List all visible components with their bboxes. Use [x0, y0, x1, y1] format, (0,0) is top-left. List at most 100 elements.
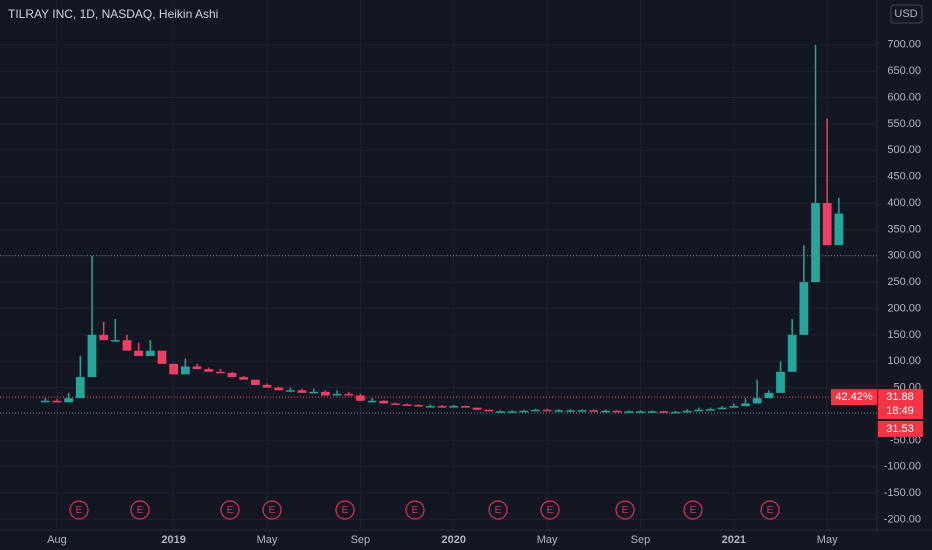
earnings-marker[interactable] [262, 500, 282, 520]
y-tick-label: 650.00 [887, 65, 921, 77]
candle-body [717, 407, 727, 410]
candle-body [169, 363, 179, 375]
earnings-label[interactable]: E [137, 505, 144, 516]
y-tick-label: -200.00 [884, 513, 921, 525]
earnings-label[interactable]: E [495, 505, 502, 516]
candle-body [75, 377, 85, 399]
candle-body [787, 334, 797, 372]
candle-body [811, 203, 820, 283]
y-tick-label: 100.00 [887, 355, 921, 367]
candle-body [134, 350, 144, 356]
candle-body [87, 334, 97, 378]
candle-body [741, 403, 750, 407]
candle-body [496, 411, 505, 413]
candle-body [110, 340, 120, 342]
candle-body [426, 406, 435, 408]
y-tick-label: 700.00 [887, 39, 921, 51]
candle-body [402, 404, 412, 406]
y-tick-label: 400.00 [887, 197, 921, 209]
earnings-marker[interactable] [615, 500, 635, 520]
candle-body [285, 390, 295, 392]
earnings-label[interactable]: E [342, 505, 349, 516]
candle-body [834, 213, 844, 246]
candle-body [122, 340, 132, 351]
earnings-label[interactable]: E [269, 505, 276, 516]
change-label: 42.42% [835, 391, 873, 403]
y-tick-label: 350.00 [887, 223, 921, 235]
price-label: 31.88 [886, 391, 914, 403]
earnings-label[interactable]: E [412, 505, 419, 516]
candle-body [682, 410, 692, 413]
y-tick-label: 300.00 [887, 250, 921, 262]
candle-body [531, 409, 540, 412]
candle-body [484, 409, 494, 412]
candle-body [647, 411, 657, 413]
candles [40, 44, 844, 414]
x-tick-label: 2019 [161, 534, 185, 546]
candle-body [367, 400, 377, 403]
candle-body [671, 411, 680, 414]
earnings-marker[interactable] [488, 500, 508, 520]
change-tag [831, 389, 877, 406]
x-tick-label: Sep [351, 534, 371, 546]
candle-body [204, 369, 214, 372]
x-tick-label: May [537, 534, 558, 546]
candle-body [356, 395, 365, 401]
candle-body [624, 411, 634, 413]
candle-body [449, 406, 459, 408]
earnings-marker[interactable] [540, 500, 560, 520]
candle-body [461, 406, 470, 408]
candle-body [157, 350, 167, 364]
earnings-label[interactable]: E [622, 505, 629, 516]
currency-box[interactable] [890, 4, 923, 24]
y-tick-label: -150.00 [884, 487, 921, 499]
chart-title: TILRAY INC, 1D, NASDAQ, Heikin Ashi [8, 7, 218, 21]
candle-body [437, 406, 447, 408]
earnings-marker[interactable] [760, 500, 780, 520]
earnings-label[interactable]: E [767, 505, 774, 516]
earnings-marker[interactable] [69, 500, 89, 520]
candle-body [40, 400, 50, 403]
candle-body [344, 393, 354, 396]
earnings-marker[interactable] [335, 500, 355, 520]
earnings-marker[interactable] [130, 500, 150, 520]
candle-body [64, 398, 74, 403]
countdown: 18:49 [886, 405, 914, 417]
candle-body [309, 391, 319, 394]
candle-body [659, 411, 669, 413]
candle-body [239, 377, 249, 380]
y-tick-label: 550.00 [887, 118, 921, 130]
candle-body [577, 410, 587, 412]
candle-body [321, 391, 330, 396]
x-tick-label: May [257, 534, 278, 546]
y-tick-label: 500.00 [887, 144, 921, 156]
candle-body [542, 409, 552, 412]
earnings-label[interactable]: E [227, 505, 234, 516]
candle-body [250, 379, 260, 385]
earnings-marker[interactable] [683, 500, 703, 520]
candle-body [145, 350, 155, 356]
labels: -200.00-150.00-100.00-50.0050.00100.0015… [47, 39, 923, 546]
x-tick-label: Sep [631, 534, 651, 546]
x-tick-label: May [817, 534, 838, 546]
y-tick-label: 450.00 [887, 171, 921, 183]
currency[interactable]: USD [894, 8, 917, 20]
y-tick-label: -100.00 [884, 461, 921, 473]
y-tick-label: 200.00 [887, 302, 921, 314]
candle-body [694, 409, 704, 412]
earnings-marker[interactable] [405, 500, 425, 520]
candle-body [99, 334, 109, 341]
earnings-label[interactable]: E [547, 505, 554, 516]
candle-body [706, 409, 715, 411]
earnings-marker[interactable] [220, 500, 240, 520]
y-tick-label: 250.00 [887, 276, 921, 288]
candle-body [799, 282, 809, 335]
earnings-label[interactable]: E [690, 505, 697, 516]
earnings-label[interactable]: E [76, 505, 83, 516]
candle-body [472, 407, 482, 410]
candle-body [262, 384, 272, 388]
candle-body [192, 366, 202, 370]
candle-body [519, 410, 529, 413]
